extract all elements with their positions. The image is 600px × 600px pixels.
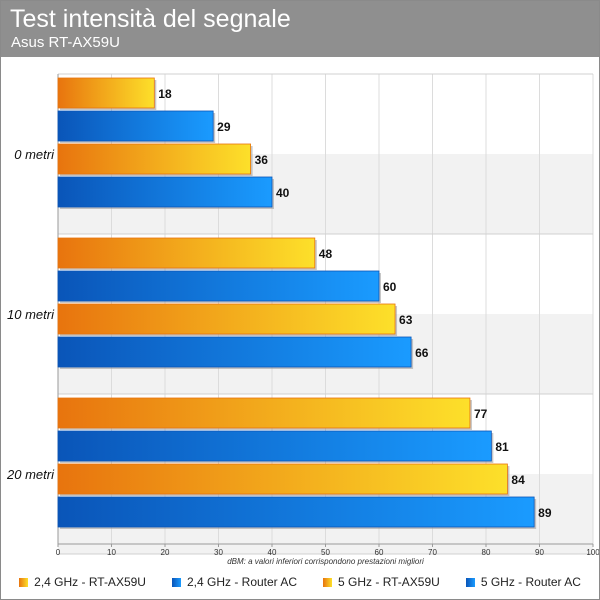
x-tick-label: 10 (107, 548, 116, 557)
bar (57, 496, 535, 528)
legend-item: 2,4 GHz - Router AC (171, 572, 298, 592)
data-label: 36 (255, 153, 269, 167)
data-label: 84 (511, 473, 525, 487)
x-tick-label: 30 (214, 548, 223, 557)
x-tick-label: 70 (428, 548, 437, 557)
legend-label: 2,4 GHz - RT-AX59U (34, 575, 146, 589)
x-tick-label: 0 (56, 548, 61, 557)
data-label: 77 (474, 407, 488, 421)
legend-swatch (19, 577, 29, 587)
data-label: 66 (415, 346, 429, 360)
x-tick-label: 20 (161, 548, 170, 557)
x-tick-label: 90 (535, 548, 544, 557)
category-label: 20 metri (6, 467, 55, 482)
legend-swatch (323, 577, 333, 587)
x-tick-label: 100 (586, 548, 599, 557)
data-label: 63 (399, 313, 413, 327)
bar (57, 176, 273, 208)
chart-title: Test intensità del segnale (10, 5, 291, 33)
bar-chart: 0 metri 18 29 36 40 10 metri 48 60 63 66 20 metri 7… (6, 73, 599, 566)
bar (57, 463, 508, 495)
category-label: 0 metri (14, 147, 55, 162)
data-label: 40 (276, 186, 290, 200)
legend-label: 2,4 GHz - Router AC (186, 575, 298, 589)
legend-item: 2,4 GHz - RT-AX59U (19, 572, 146, 592)
bar (57, 336, 412, 368)
x-tick-label: 40 (268, 548, 277, 557)
chart-legend: 2,4 GHz - RT-AX59U 2,4 GHz - Router AC 5 G… (1, 572, 599, 592)
data-label: 29 (217, 120, 231, 134)
legend-item: 5 GHz - Router AC (465, 572, 581, 592)
category-label: 10 metri (7, 307, 55, 322)
data-label: 18 (158, 87, 172, 101)
x-axis-label: dBM: a valori inferiori corrispondono pr… (227, 557, 424, 566)
legend-item: 5 GHz - RT-AX59U (323, 572, 440, 592)
x-tick-label: 60 (375, 548, 384, 557)
legend-swatch (171, 577, 181, 587)
legend-label: 5 GHz - RT-AX59U (338, 575, 440, 589)
data-label: 89 (538, 506, 552, 520)
chart-header: Test intensità del segnale Asus RT-AX59U (1, 1, 599, 57)
bar (57, 397, 471, 429)
bar (57, 270, 380, 302)
data-label: 60 (383, 280, 397, 294)
x-tick-label: 50 (321, 548, 330, 557)
bar (57, 77, 155, 109)
bar (57, 430, 492, 462)
legend-swatch (465, 577, 475, 587)
data-label: 81 (495, 440, 509, 454)
bar (57, 110, 214, 142)
legend-label: 5 GHz - Router AC (480, 575, 581, 589)
data-label: 48 (319, 247, 333, 261)
bar (57, 143, 252, 175)
x-tick-label: 80 (482, 548, 491, 557)
bar (57, 237, 316, 269)
chart-subtitle: Asus RT-AX59U (11, 34, 120, 51)
bar (57, 303, 396, 335)
